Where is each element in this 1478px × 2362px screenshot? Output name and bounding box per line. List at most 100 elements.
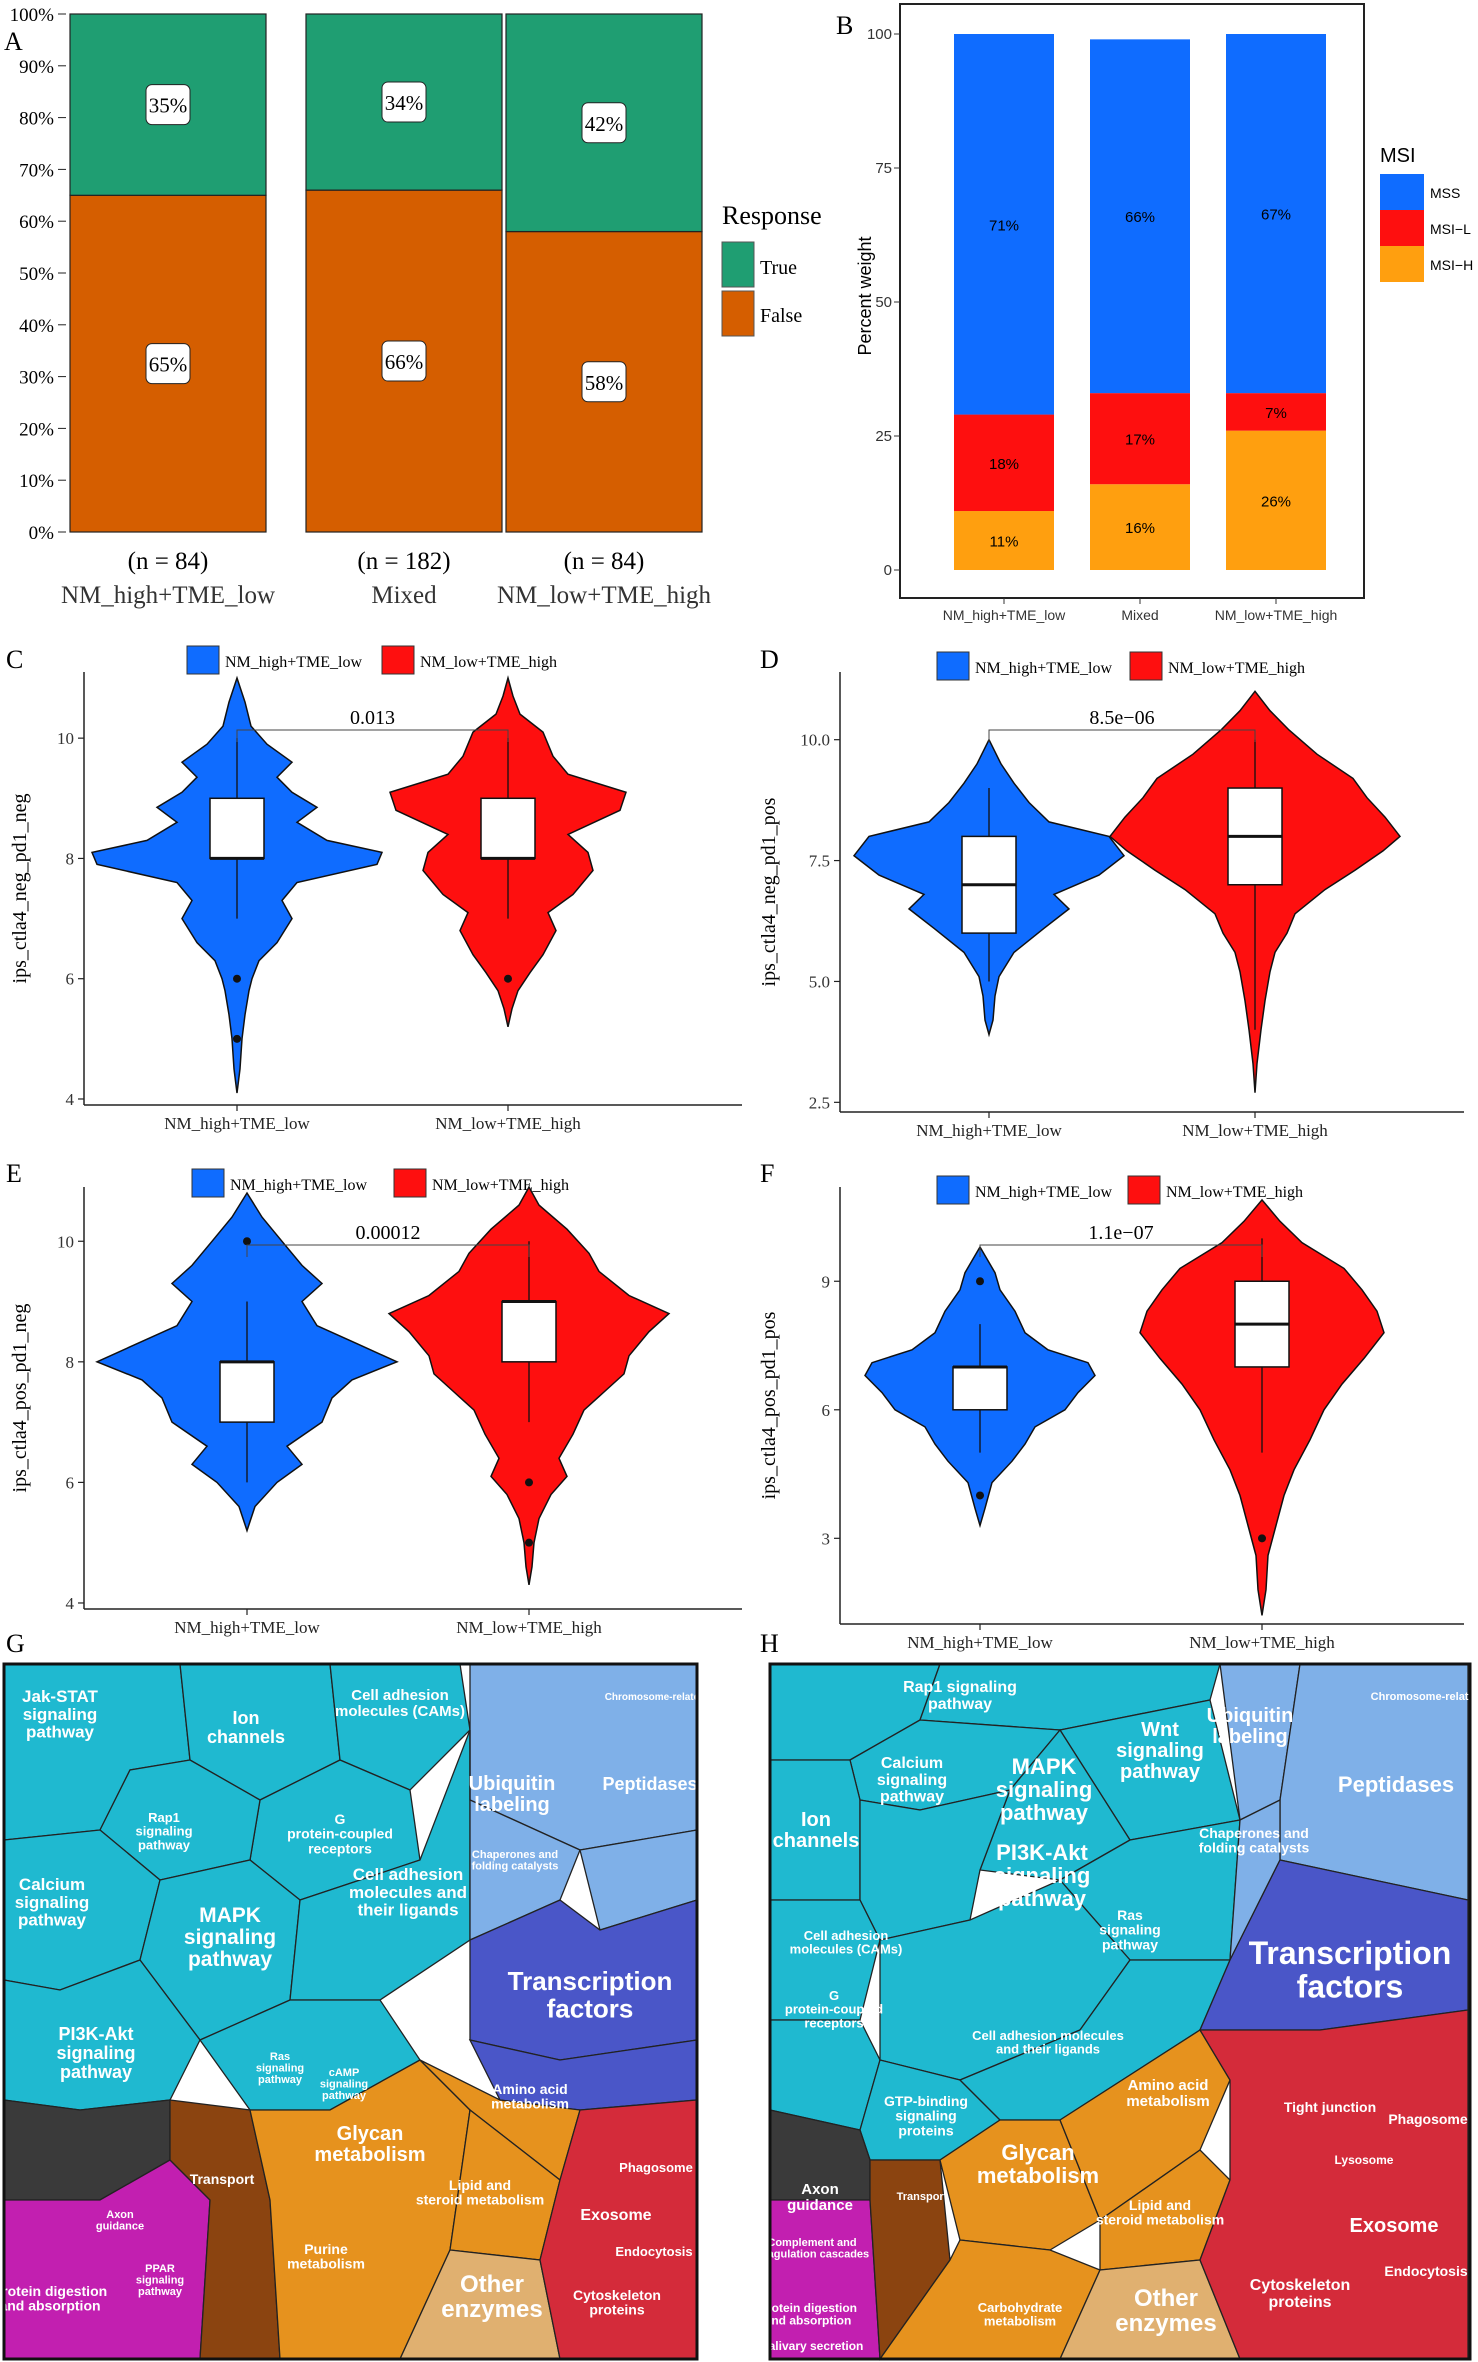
a-data-label-box (145, 84, 191, 126)
a-bars: 65% 35% 66% 34% 58% 42% (69, 13, 703, 533)
h-label-m2: Complement and coagulation cascades (755, 2237, 869, 2261)
h-label-c1: Rap1 signaling pathway (903, 1679, 1017, 1713)
h-label-line: signaling (994, 1863, 1091, 1888)
h-label-line: steroid metabolism (1096, 2212, 1224, 2228)
f-x-tick-label: NM_high+TME_low (907, 1633, 1053, 1652)
h-label-line: Other (1134, 2285, 1198, 2312)
b-data-label: 18% (989, 456, 1019, 473)
g-label-line: Phagosome (619, 2160, 693, 2175)
a-legend: Response True False (721, 201, 822, 337)
a-y-tick-label: 30% (19, 368, 54, 389)
g-label-line: pathway (18, 1911, 87, 1930)
h-label-line: pathway (928, 1696, 992, 1713)
a-data-label-box (581, 361, 627, 403)
g-label-line: receptors (308, 1840, 372, 1856)
g-label-line: Peptidases (602, 1774, 697, 1794)
panel-label-G: G (6, 1629, 25, 1658)
g-label-line: Exosome (580, 2207, 651, 2224)
d-x-tick-label: NM_high+TME_low (916, 1121, 1062, 1140)
g-label-line: metabolism (491, 2096, 569, 2112)
g-label-line: protein-coupled (287, 1826, 393, 1842)
a-axis: (n = 84) NM_high+TME_low (n = 182) Mixed (n … (10, 5, 712, 609)
h-label-line: Glycan (1001, 2140, 1074, 2165)
b-bar-mss-mixed (1090, 39, 1190, 394)
panel-d-violin-chart: NM_high+TME_low NM_low+TME_high 2.5 5.0 7.5 1… (758, 651, 1464, 1140)
g-label-line: pathway (138, 2286, 183, 2298)
h-label-b4: Transcription factors (1249, 1935, 1452, 2005)
a-legend-label-false: False (760, 305, 802, 327)
g-label-line: Chaperones and (472, 1849, 558, 1861)
h-label-line: Endocytosis (1384, 2263, 1467, 2279)
c-x-tick-label: NM_high+TME_low (164, 1114, 310, 1133)
h-label-line: Lipid and (1129, 2197, 1191, 2213)
c-x-tick-label: NM_low+TME_high (435, 1114, 581, 1133)
h-label-line: Lysosome (1335, 2153, 1394, 2167)
g-label-c8: Cell adhesion molecules and their ligands (349, 1865, 467, 1920)
a-n-label: (n = 84) (128, 548, 209, 575)
g-label-line: signaling (136, 2275, 184, 2287)
h-label-line: Axon (801, 2181, 839, 2198)
e-outlier-point (525, 1478, 533, 1487)
h-label-o6: Carbohydrate metabolism (978, 2300, 1063, 2329)
e-legend-label-nm-low-tme-high: NM_low+TME_high (432, 1177, 569, 1194)
b-bars: 11% 18% 71% 16% 17% 66% 26% 7% 67% (954, 34, 1326, 570)
h-label-line: and their ligands (996, 2042, 1100, 2057)
h-cell-axon (769, 2199, 881, 2360)
g-label-c2: Ion channels (207, 1708, 285, 1747)
b-y-tick-label: 75 (875, 160, 892, 177)
d-x-tick-label: NM_low+TME_high (1182, 1121, 1328, 1140)
g-label-line: labeling (474, 1794, 550, 1816)
b-data-label: 7% (1265, 405, 1287, 422)
h-label-line: coagulation cascades (755, 2249, 869, 2261)
g-label-line: metabolism (314, 2144, 425, 2166)
h-label-line: signaling (895, 2108, 956, 2124)
a-y-tick-label: 60% (19, 212, 54, 233)
b-ylabel: Percent weight (855, 236, 875, 355)
panel-h-treemap: Rap1 signaling pathway Wnt signaling pathway… (755, 1662, 1478, 2361)
a-y-tick-label: 50% (19, 264, 54, 285)
g-label-line: pathway (188, 1948, 272, 1971)
h-label-c9: Ras signaling pathway (1099, 1907, 1160, 1952)
g-label-r1: Phagosome (619, 2160, 693, 2175)
h-label-r2: Exosome (1350, 2215, 1439, 2237)
g-label-o5: Other enzymes (441, 2271, 542, 2323)
h-label-r5: Tight junction (1284, 2099, 1376, 2115)
g-label-line: MAPK (199, 1904, 261, 1927)
a-data-label-box (381, 340, 427, 382)
h-label-m4: Protein digestion and absorption (759, 2301, 857, 2328)
e-box-nm-low-tme-high (501, 1300, 557, 1363)
g-label-line: Chromosome-related (605, 1692, 706, 1703)
b-bar-msi-l-nm-low-tme-high (1226, 393, 1326, 431)
d-y-tick-label: 7.5 (809, 852, 830, 871)
a-y-tick-label: 70% (19, 160, 54, 181)
a-legend-title: Response (722, 201, 822, 230)
h-label-line: labeling (1212, 1726, 1288, 1748)
h-label-line: factors (1297, 1969, 1404, 2005)
f-x-tick-label: NM_low+TME_high (1189, 1633, 1335, 1652)
g-label-line: Purine (304, 2241, 348, 2257)
h-label-line: Exosome (1350, 2215, 1439, 2237)
b-bar-msi-h-nm-high-tme-low (954, 511, 1054, 570)
c-legend-swatch-nm-high-tme-low (186, 645, 220, 675)
b-data-label: 11% (990, 534, 1019, 551)
a-data-label-box (145, 343, 191, 385)
c-outlier-point (504, 974, 512, 983)
h-label-line: signaling (877, 1772, 947, 1789)
e-pvalue-bracket (246, 1244, 530, 1257)
h-label-c2: Wnt signaling pathway (1116, 1719, 1204, 1783)
b-y-tick-label: 25 (875, 428, 892, 445)
c-pvalue-label: 0.013 (350, 707, 395, 729)
g-label-line: molecules (CAMs) (335, 1703, 465, 1720)
b-legend-swatch-msil (1380, 210, 1424, 246)
b-y-tick-label: 50 (875, 294, 892, 311)
b-legend-swatch-mss (1380, 174, 1424, 210)
h-label-c4: MAPK signaling pathway (996, 1754, 1093, 1825)
b-axis: NM_high+TME_low Mixed NM_low+TME_high 0 25 50… (867, 26, 1337, 623)
g-label-line: pathway (60, 2062, 132, 2082)
e-outlier-point (243, 1237, 251, 1246)
h-label-line: Carbohydrate (978, 2300, 1063, 2315)
g-label-line: Rap1 (148, 1810, 180, 1825)
